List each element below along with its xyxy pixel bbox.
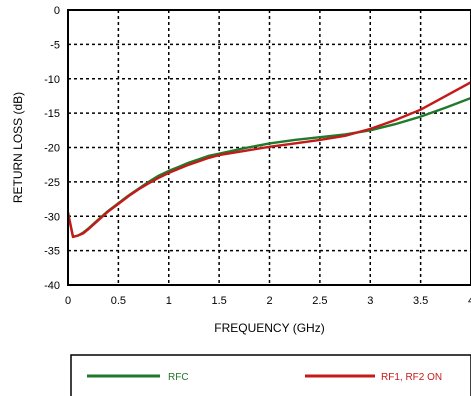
x-tick-label: 0: [65, 295, 71, 307]
legend-box: [70, 354, 471, 396]
grid-layer: [68, 10, 471, 285]
y-tick-label: -30: [44, 211, 60, 223]
x-tick-label: 1: [166, 295, 172, 307]
x-tick-label: 2.5: [312, 295, 327, 307]
x-tick-label: 2: [266, 295, 272, 307]
y-axis-title: RETURN LOSS (dB): [11, 92, 25, 203]
y-tick-label: -5: [50, 39, 60, 51]
x-tick-label: 0.5: [111, 295, 126, 307]
legend: RFC RF1, RF2 ON: [70, 354, 471, 396]
y-tick-label: -25: [44, 177, 60, 189]
legend-label-1: RFC: [168, 372, 189, 383]
x-tick-label: 4: [468, 295, 471, 307]
y-tick-label: 0: [54, 5, 60, 17]
y-tick-label: -15: [44, 108, 60, 120]
y-tick-label: -40: [44, 280, 60, 292]
x-axis-title: FREQUENCY (GHz): [214, 321, 324, 335]
legend-label-2: RF1, RF2 ON: [381, 372, 442, 383]
y-tick-label: -20: [44, 143, 60, 155]
x-tick-label: 1.5: [211, 295, 226, 307]
y-tick-label: -35: [44, 246, 60, 258]
y-tick-label: -10: [44, 74, 60, 86]
x-tick-label: 3: [367, 295, 373, 307]
series-line-2: [68, 80, 471, 239]
plot-frame: [67, 9, 471, 286]
series-layer: [68, 80, 471, 239]
x-tick-label: 3.5: [413, 295, 428, 307]
tick-layer: 0 0.5 1 1.5 2 2.5 3 3.5 4 0 -5 -10 -15 -20 -25 -30 -35 -4…: [44, 5, 471, 307]
